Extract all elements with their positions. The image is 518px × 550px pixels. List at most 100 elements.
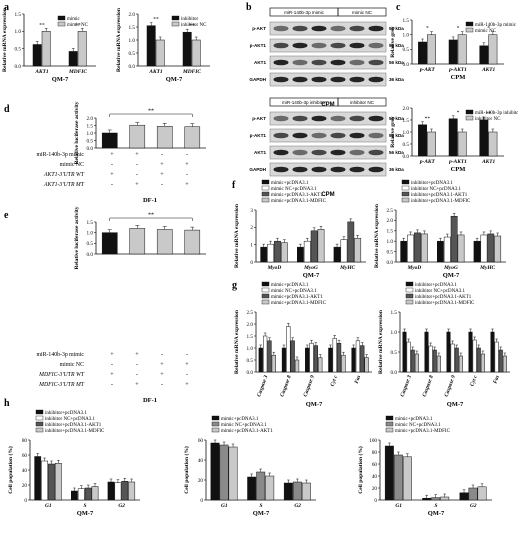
y-tick-label: 0.0 [15, 64, 22, 70]
blot-band [330, 25, 346, 32]
y-tick-label: 40 [372, 474, 378, 480]
legend-swatch [261, 287, 270, 293]
x-tick-label: AKT1 [481, 159, 495, 165]
bar [360, 345, 365, 373]
bar [407, 234, 414, 263]
blot-kda-label: 56 kDa [389, 43, 404, 48]
x-tick-label: G2 [470, 503, 477, 509]
blot-band [368, 166, 384, 173]
x-tick-label: MyHC [479, 265, 495, 271]
bar [479, 45, 489, 65]
bar [247, 476, 257, 501]
y-tick-label: 1.5 [87, 123, 94, 129]
condition-sign: - [111, 161, 113, 168]
blot-strip [269, 111, 387, 126]
x-tick-label: p-AKT1 [448, 159, 467, 165]
legend-swatch [261, 293, 270, 299]
panel-letter-c: c [396, 2, 401, 13]
blot-kda-label: 56 kDa [389, 26, 404, 31]
bar [488, 131, 498, 157]
table-e: miR-140b-3p mimic + + - - mimic NC - - + + MDFIC-3… [37, 351, 190, 404]
legend-label: mimic+pcDNA3.1 [395, 417, 433, 422]
significance-label: * [457, 26, 460, 32]
condition-sign: - [161, 381, 163, 388]
blot-band [311, 59, 327, 66]
y-tick-label: 3 [250, 208, 253, 214]
x-tick-label: MyoD [406, 265, 421, 271]
blot-band [330, 115, 346, 122]
blot-band [292, 42, 308, 49]
chart-caption: CPM [451, 74, 466, 81]
bar [77, 31, 87, 67]
legend-label: inhibitor NC+pcDNA3.1 [415, 289, 466, 294]
chart-caption: QM-7 [447, 401, 464, 408]
x-tick-label: AKT1 [148, 69, 162, 75]
blot-band [273, 59, 289, 66]
bar [400, 240, 408, 263]
legend-label: inhibitor NC+pcDNA3.1 [411, 187, 462, 192]
bar [427, 131, 436, 157]
y-tick-label: 0.5 [403, 142, 410, 148]
y-tick-label: 1.5 [129, 25, 136, 31]
x-tick-label: Caspase 9 [303, 374, 316, 397]
bar [41, 31, 51, 67]
legend-label: mimic+pcDNA3.1-MDFIC [271, 301, 327, 306]
chart-a-left: 0.0 0.5 1.0 1.5 Relative mRNA expression AKT1… [2, 7, 96, 83]
blot-band [292, 59, 308, 66]
y-axis-label: Relative mRNA expression [374, 203, 380, 268]
y-tick-label: 0 [250, 260, 253, 266]
legend-swatch [211, 421, 220, 427]
y-tick-label: 2.0 [247, 322, 254, 328]
bar [422, 497, 432, 501]
x-tick-label: Caspase 3 [256, 374, 269, 397]
chart-d: 0.0 0.51.0 1.52.0 Relative luciferase activ… [74, 101, 206, 165]
blot-bottom: miR-140b-3p inhibitor inhibitor NC p-AKT… [249, 97, 404, 198]
y-tick-label: 2.0 [403, 106, 410, 112]
y-axis-label: Cell population (%) [183, 446, 190, 494]
y-tick-label: 0.0 [403, 154, 410, 160]
bar [459, 492, 469, 501]
blot-band [292, 149, 308, 156]
bar [402, 331, 407, 373]
bar [393, 454, 403, 501]
bar [101, 132, 118, 149]
legend-swatch [465, 21, 474, 27]
legend-swatch [35, 421, 44, 427]
bar [457, 131, 467, 157]
bar [184, 126, 201, 149]
condition-sign: + [160, 371, 164, 378]
bar [341, 354, 346, 373]
x-tick-label: p-AKT [419, 159, 436, 165]
blot-band [311, 166, 327, 173]
blot-band [349, 25, 365, 32]
x-tick-label: Caspase 8 [422, 374, 435, 397]
y-tick-label: 0.5 [387, 249, 394, 255]
y-axis-label: Relative mRNA expression [234, 203, 240, 268]
blot-band [349, 132, 365, 139]
panel-letters: a b c d e f g h [4, 2, 401, 409]
bar [402, 456, 412, 501]
legend-swatch [465, 115, 474, 121]
blot-strip [269, 55, 387, 70]
bar [494, 341, 499, 373]
bar [48, 463, 55, 501]
condition-sign: - [111, 181, 113, 188]
condition-label: miR-140b-3p mimic [37, 352, 85, 358]
blot-band [292, 76, 308, 83]
blot-header-box-2 [337, 7, 387, 17]
blot-band [330, 166, 346, 173]
significance-label: ** [486, 111, 492, 117]
condition-sign: - [111, 361, 113, 368]
chart-caption: QM-7 [443, 272, 460, 279]
chart-e: 0.0 0.5 1.0 1.5 Relative luciferase activity… [74, 206, 206, 270]
bar [128, 481, 136, 501]
bar [107, 481, 115, 501]
chart-caption: QM-7 [166, 76, 183, 83]
blot-band [273, 25, 289, 32]
blot-kda-label: 56 kDa [389, 116, 404, 121]
blot-strip [269, 38, 387, 53]
bar [487, 233, 495, 263]
legend-swatch [465, 109, 474, 115]
legend-label: miR-140b-3p mimic [475, 23, 517, 28]
